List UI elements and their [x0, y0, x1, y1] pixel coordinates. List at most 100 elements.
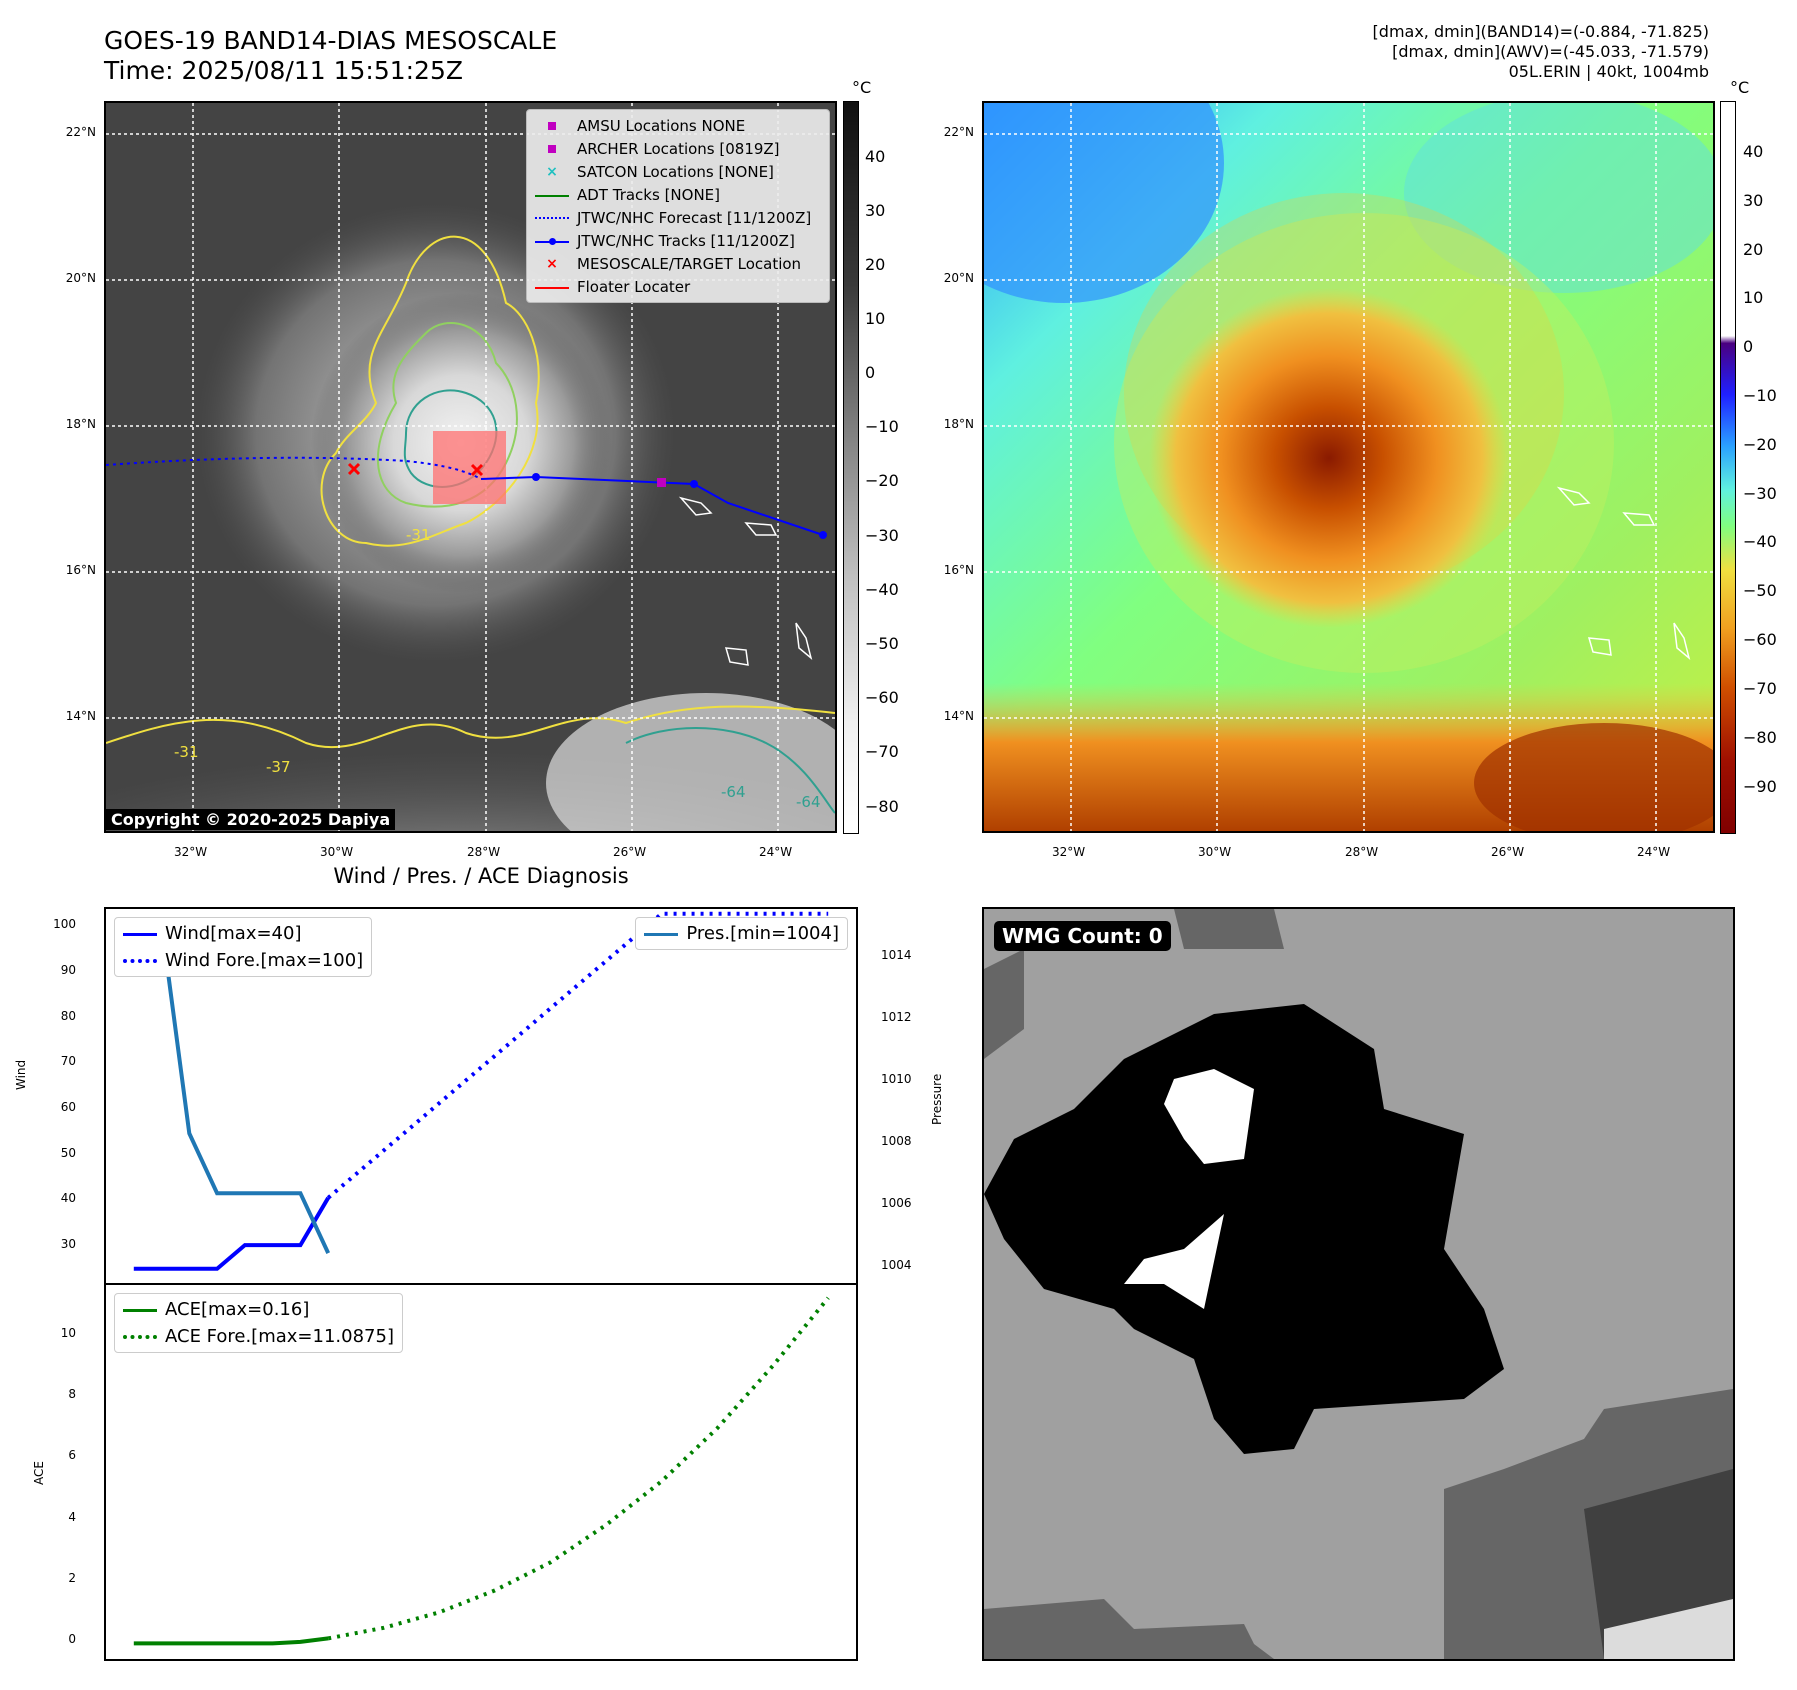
pressure-tick: 1014 — [881, 948, 912, 962]
awv-islands — [1556, 486, 1691, 661]
ace-axis-label: ACE — [32, 1461, 46, 1485]
pressure-tick: 1012 — [881, 1010, 912, 1024]
pressure-tick: 1004 — [881, 1258, 912, 1272]
dotted-line-icon — [123, 954, 157, 968]
colorbar-tick: −80 — [1743, 728, 1777, 747]
colorbar-tick: −40 — [1743, 532, 1777, 551]
colorbar-tick: 30 — [1743, 191, 1764, 210]
x-marker-icon: × — [546, 163, 558, 180]
ace-legend: ACE[max=0.16] ACE Fore.[max=11.0875] — [114, 1293, 403, 1353]
ir-legend: AMSU Locations NONE ARCHER Locations [08… — [526, 109, 830, 303]
ir-contour-labels: -31 -31 -64 -64 -37 — [106, 103, 835, 831]
awv-map-panel — [982, 101, 1715, 833]
lon-tick: 32°W — [1052, 845, 1086, 859]
legend-item-wind-fore: Wind Fore.[max=100] — [123, 947, 363, 974]
nhc-track-points — [532, 473, 827, 539]
awv-colorbar — [1720, 101, 1736, 834]
pressure-legend: Pres.[min=1004] — [635, 917, 848, 950]
wind-tick: 30 — [60, 1237, 76, 1251]
legend-item-amsu: AMSU Locations NONE — [535, 114, 821, 137]
colorbar-tick: 0 — [1743, 337, 1754, 356]
lat-tick: 22°N — [65, 125, 96, 139]
wind-pressure-plot: Wind[max=40] Wind Fore.[max=100] Pres.[m… — [104, 907, 858, 1285]
pressure-tick: 1010 — [881, 1072, 912, 1086]
dotted-line-icon — [123, 1330, 157, 1344]
copyright-badge: Copyright © 2020-2025 Dapiya — [106, 809, 396, 830]
colorbar-tick: 40 — [1743, 142, 1764, 161]
legend-item-wind: Wind[max=40] — [123, 920, 363, 947]
lat-tick: 20°N — [943, 271, 974, 285]
colorbar-tick: −30 — [1743, 484, 1777, 503]
info-line-2: [dmax, dmin](AWV)=(-45.033, -71.579) — [1392, 42, 1709, 61]
line-marker-icon — [535, 188, 569, 202]
colorbar-tick: 20 — [1743, 240, 1764, 259]
wmg-dark-top — [984, 909, 1284, 1059]
contour-label: -64 — [721, 783, 746, 801]
colorbar-tick: 0 — [865, 363, 876, 382]
colorbar-tick: 30 — [865, 201, 886, 220]
wmg-black-blob — [984, 1004, 1504, 1454]
legend-item-ace-fore: ACE Fore.[max=11.0875] — [123, 1323, 394, 1350]
wmg-count-badge: WMG Count: 0 — [994, 921, 1171, 951]
wmg-white-spot-2 — [1124, 1214, 1224, 1309]
wmg-light-corner — [1604, 1599, 1733, 1659]
colorbar-tick: 10 — [865, 309, 886, 328]
green-contour-storm — [376, 322, 518, 508]
lon-tick: 24°W — [1637, 845, 1671, 859]
colorbar-tick: 10 — [1743, 288, 1764, 307]
awv-map — [984, 103, 1713, 831]
pressure-tick: 1008 — [881, 1134, 912, 1148]
colorbar-tick: −30 — [865, 526, 899, 545]
ir-map-panel: -31 -31 -64 -64 -37 Copyright © 2020-202… — [104, 101, 837, 833]
lon-tick: 28°W — [467, 845, 501, 859]
colorbar-tick: 20 — [865, 255, 886, 274]
ace-tick: 10 — [60, 1326, 76, 1340]
wind-series-line — [326, 911, 829, 1200]
teal-contour-bottom — [625, 727, 835, 814]
colorbar-tick: −20 — [865, 471, 899, 490]
nhc-forecast-track — [106, 456, 482, 480]
ace-tick: 4 — [68, 1510, 76, 1524]
info-line-3: 05L.ERIN | 40kt, 1004mb — [1508, 62, 1709, 81]
lat-tick: 20°N — [65, 271, 96, 285]
colorbar-tick: −70 — [865, 742, 899, 761]
ir-colorbar-unit: °C — [852, 78, 872, 97]
colorbar-tick: −10 — [1743, 386, 1777, 405]
wind-tick: 60 — [60, 1100, 76, 1114]
lon-tick: 30°W — [1198, 845, 1232, 859]
legend-item-adt: ADT Tracks [NONE] — [535, 183, 821, 206]
contour-label: -31 — [406, 526, 431, 544]
lat-tick: 18°N — [943, 417, 974, 431]
colorbar-tick: −70 — [1743, 679, 1777, 698]
figure-title: GOES-19 BAND14-DIAS MESOSCALE Time: 2025… — [104, 26, 557, 86]
lon-tick: 26°W — [613, 845, 647, 859]
lon-tick: 24°W — [759, 845, 793, 859]
yellow-contour-bottom — [106, 705, 835, 749]
wmg-dark-bottom — [984, 1389, 1733, 1659]
pressure-tick: 1006 — [881, 1196, 912, 1210]
ace-svg — [133, 1296, 830, 1646]
lat-tick: 22°N — [943, 125, 974, 139]
legend-item-floater: Floater Locater — [535, 275, 821, 298]
floater-box — [433, 431, 506, 504]
awv-colorbar-unit: °C — [1730, 78, 1750, 97]
wind-tick: 70 — [60, 1054, 76, 1068]
colorbar-tick: −50 — [865, 634, 899, 653]
legend-item-target: × MESOSCALE/TARGET Location — [535, 252, 821, 275]
ace-tick: 0 — [68, 1632, 76, 1646]
info-line-1: [dmax, dmin](BAND14)=(-0.884, -71.825) — [1372, 22, 1709, 41]
ace-plot: ACE[max=0.16] ACE Fore.[max=11.0875] — [104, 1283, 858, 1661]
pressure-axis-label: Pressure — [930, 1073, 944, 1125]
lat-tick: 16°N — [943, 563, 974, 577]
wind-tick: 100 — [53, 917, 76, 931]
legend-item-tracks: JTWC/NHC Tracks [11/1200Z] — [535, 229, 821, 252]
wind-tick: 50 — [60, 1146, 76, 1160]
line-marker-icon — [123, 1303, 157, 1317]
wind-series-line — [133, 1196, 330, 1271]
diag-title: Wind / Pres. / ACE Diagnosis — [333, 864, 629, 888]
archer-marker — [657, 478, 666, 487]
lat-tick: 18°N — [65, 417, 96, 431]
ace-tick: 8 — [68, 1387, 76, 1401]
colorbar-tick: −20 — [1743, 435, 1777, 454]
lon-tick: 28°W — [1345, 845, 1379, 859]
